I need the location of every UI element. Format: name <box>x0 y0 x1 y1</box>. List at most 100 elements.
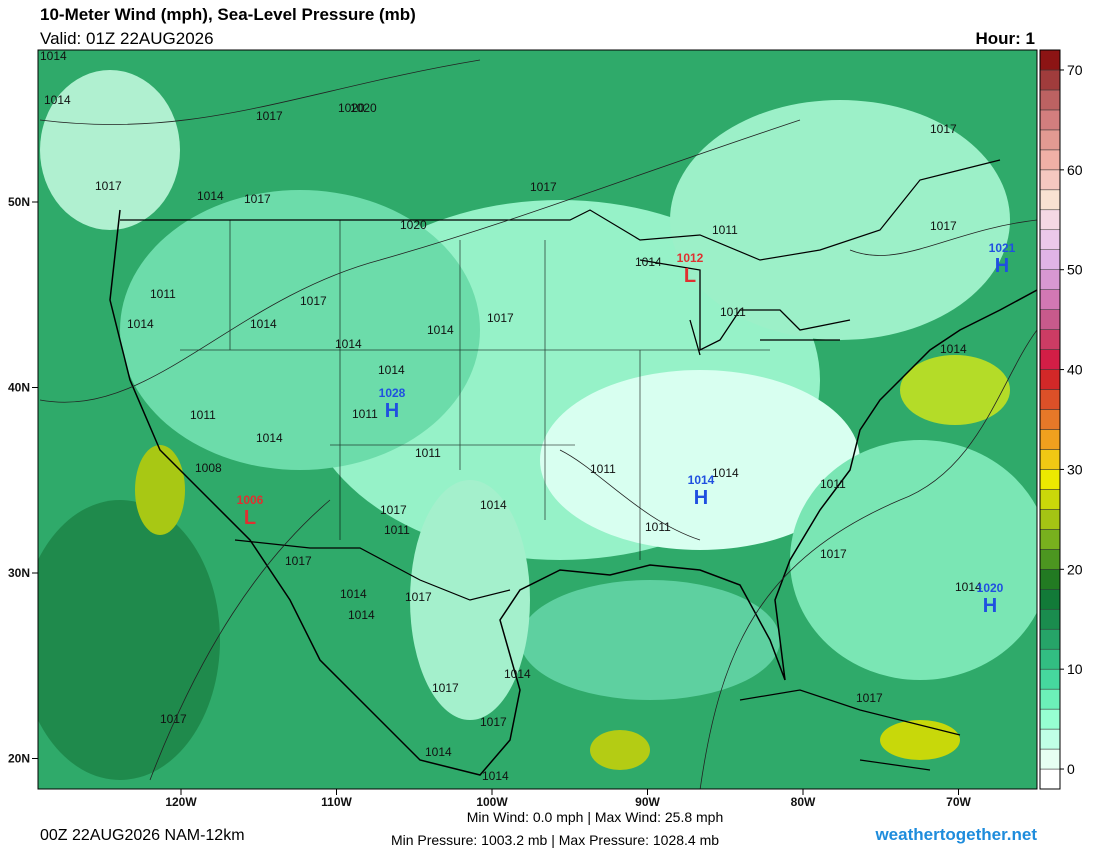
border <box>120 159 1001 261</box>
wind-area <box>590 730 650 770</box>
isobar-label: 1014 <box>378 363 405 377</box>
isobar-label: 1017 <box>480 715 507 729</box>
colorbar-bin <box>1039 728 1061 750</box>
lat-label: 40N <box>8 381 30 395</box>
center-value: 1012 <box>677 251 704 265</box>
center-symbol: L <box>244 507 256 529</box>
wind-area <box>38 500 220 780</box>
isobar-label: 1020 <box>400 218 427 232</box>
colorbar-bin <box>1039 708 1061 730</box>
isobar-label: 1011 <box>415 446 441 460</box>
wind-area <box>520 580 780 700</box>
wind-area <box>135 445 185 535</box>
great-lakes <box>639 259 851 356</box>
isobar-label: 1020 <box>350 101 377 115</box>
wind-area <box>540 370 860 550</box>
colorbar-bin <box>1039 169 1061 191</box>
wind-area <box>40 70 180 230</box>
colorbar-bin <box>1039 648 1061 670</box>
caribbean <box>739 689 961 771</box>
colorbar-bin <box>1039 688 1061 710</box>
isobar-label: 1014 <box>504 667 531 681</box>
lat-label: 20N <box>8 752 30 766</box>
isobar-label: 1014 <box>250 317 277 331</box>
colorbar-bin <box>1039 668 1061 690</box>
isobar-label: 1017 <box>256 109 283 123</box>
map-frame <box>37 49 1038 790</box>
center-value: 1006 <box>237 493 264 507</box>
map: 1014 1014 1017 1020 1017 1014 1017 1017 1020 1011… <box>38 50 1037 789</box>
isobar-label: 1014 <box>427 323 454 337</box>
isobar-label: 1017 <box>285 554 312 568</box>
isobar <box>39 59 1037 789</box>
colorbar-bin <box>1039 129 1061 151</box>
wind-area <box>670 100 1010 340</box>
colorbar-bin <box>1039 309 1061 330</box>
colorbar-label: 40 <box>1067 362 1083 378</box>
isobar-label: 1014 <box>256 431 283 445</box>
colorbar-bin <box>1039 748 1061 770</box>
colorbar-bin <box>1039 249 1061 270</box>
isobar-label: 1017 <box>380 503 407 517</box>
isobar-label: 1014 <box>340 587 367 601</box>
isobar-label: 1014 <box>44 93 71 107</box>
isobar-label: 1014 <box>127 317 154 331</box>
lat-label: 30N <box>8 566 30 580</box>
isobar-label: 1017 <box>95 179 122 193</box>
isobar-label: 1017 <box>405 590 432 604</box>
colorbar-bin <box>1039 109 1061 131</box>
pressure-stats: Min Pressure: 1003.2 mb | Max Pressure: … <box>391 832 719 848</box>
colorbar-bin <box>1039 149 1061 171</box>
colorbar-bin <box>1039 549 1061 570</box>
forecast-hour: Hour: 1 <box>976 29 1036 48</box>
colorbar-bin <box>1039 469 1061 490</box>
colorbar-bin <box>1039 489 1061 510</box>
colorbar-bin <box>1039 289 1061 310</box>
isobar-label: 1014 <box>940 342 967 356</box>
colorbar-label: 50 <box>1067 262 1083 278</box>
center-value: 1021 <box>989 241 1016 255</box>
colorbar-label: 20 <box>1067 561 1083 577</box>
colorbar-bin <box>1039 229 1061 250</box>
isobar-label: 1014 <box>955 580 982 594</box>
lon-label: 80W <box>791 795 816 809</box>
lon-label: 90W <box>635 795 660 809</box>
isobar-label: 1017 <box>856 691 883 705</box>
colorbar-bin <box>1039 269 1061 290</box>
colorbar-label: 0 <box>1067 761 1075 777</box>
isobar-label: 1017 <box>244 192 271 206</box>
isobar-label: 1011 <box>150 287 176 301</box>
colorbar-bin <box>1039 608 1061 630</box>
isobar-label: 1017 <box>930 219 957 233</box>
isobar-label: 1014 <box>348 608 375 622</box>
colorbar-frame <box>1039 49 1061 790</box>
colorbar-label: 70 <box>1067 62 1083 78</box>
colorbar-label: 60 <box>1067 162 1083 178</box>
wind-area <box>790 440 1037 680</box>
wind-area <box>120 190 480 470</box>
isobar-label: 1014 <box>335 337 362 351</box>
center-symbol: H <box>983 595 997 617</box>
isobar-label: 1014 <box>482 769 509 783</box>
valid-time: Valid: 01Z 22AUG2026 <box>40 29 214 48</box>
isobar-label: 1014 <box>635 255 662 269</box>
center-value: 1020 <box>977 581 1004 595</box>
colorbar-bin <box>1039 49 1061 71</box>
isobar-label: 1011 <box>190 408 216 422</box>
colorbar-bin <box>1039 429 1061 450</box>
lat-label: 50N <box>8 195 30 209</box>
isobar-label: 1014 <box>480 498 507 512</box>
isobar-label: 1014 <box>197 189 224 203</box>
center-value: 1014 <box>688 473 715 487</box>
lon-label: 110W <box>321 795 352 809</box>
colorbar-bin <box>1039 409 1061 430</box>
lon-label: 120W <box>165 795 197 809</box>
state-lines <box>180 220 770 560</box>
coastline <box>109 209 1037 776</box>
isobar-label: 1017 <box>300 294 327 308</box>
model-run: 00Z 22AUG2026 NAM-12km <box>40 827 245 844</box>
wind-area <box>900 355 1010 425</box>
isobar-label: 1017 <box>530 180 557 194</box>
border <box>234 539 511 601</box>
